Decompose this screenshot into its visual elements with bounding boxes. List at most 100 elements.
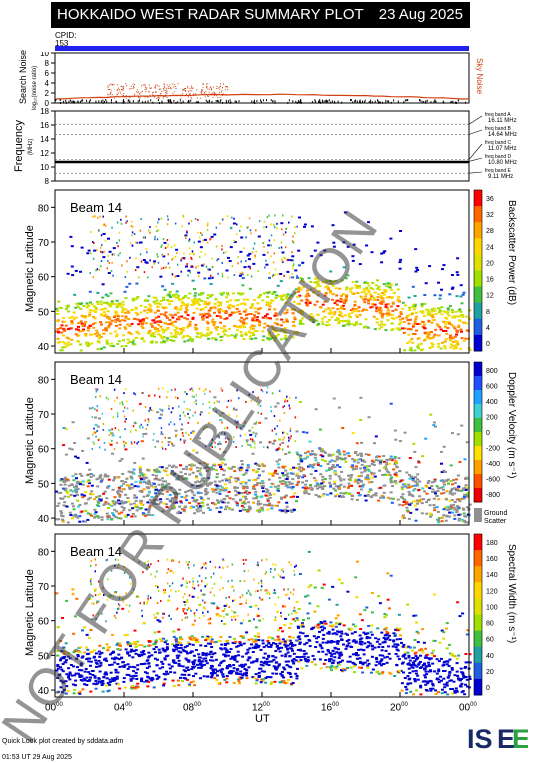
- scatter-cell: [152, 300, 156, 303]
- scatter-cell: [353, 625, 357, 628]
- scatter-cell: [81, 655, 85, 658]
- scatter-cell: [391, 317, 395, 320]
- colorbar-segment: [474, 404, 482, 419]
- scatter-cell: [416, 269, 420, 271]
- scatter-cell: [307, 492, 311, 495]
- scatter-cell: [181, 680, 184, 683]
- scatter-cell: [136, 295, 140, 298]
- scatter-cell: [321, 323, 325, 326]
- scatter-cell: [219, 448, 221, 451]
- scatter-cell: [401, 504, 405, 507]
- scatter-cell: [126, 323, 130, 326]
- scatter-cell: [126, 342, 130, 345]
- scatter-cell: [125, 484, 129, 487]
- scatter-cell: [95, 308, 98, 311]
- scatter-cell: [256, 646, 260, 649]
- noise-point: [175, 86, 177, 87]
- scatter-cell: [455, 347, 458, 349]
- scatter-cell: [359, 474, 363, 477]
- noise-point: [152, 95, 154, 97]
- scatter-cell: [370, 624, 374, 627]
- scatter-cell: [253, 307, 257, 310]
- scatter-cell: [342, 308, 346, 310]
- scatter-cell: [248, 287, 252, 290]
- scatter-cell: [116, 663, 120, 665]
- scatter-cell: [420, 303, 424, 306]
- noise-point: [73, 101, 75, 104]
- scatter-cell: [169, 335, 173, 338]
- scatter-cell: [387, 296, 391, 299]
- scatter-cells: [55, 386, 472, 524]
- scatter-cell: [228, 413, 231, 416]
- scatter-cell: [163, 486, 167, 489]
- scatter-cell: [164, 480, 167, 483]
- scatter-cell: [253, 493, 257, 496]
- scatter-cell: [442, 670, 445, 672]
- noise-point: [208, 93, 210, 95]
- noise-point: [450, 100, 452, 103]
- scatter-cell: [331, 628, 335, 631]
- scatter-cell: [385, 463, 389, 466]
- scatter-cell: [112, 514, 116, 516]
- scatter-cell: [92, 305, 96, 308]
- scatter-cell: [164, 311, 168, 314]
- scatter-cell: [64, 453, 68, 456]
- scatter-cell: [90, 490, 94, 493]
- scatter-cell: [219, 316, 223, 319]
- scatter-cell: [437, 281, 440, 284]
- scatter-cell: [339, 492, 343, 495]
- scatter-cell: [97, 216, 99, 219]
- scatter-cell: [210, 277, 214, 280]
- noise-point: [110, 83, 112, 85]
- scatter-cell: [121, 473, 125, 475]
- scatter-cell: [192, 506, 196, 509]
- scatter-cell: [156, 478, 160, 481]
- scatter-cell: [138, 469, 142, 472]
- noise-point: [225, 99, 227, 102]
- scatter-cell: [118, 231, 121, 234]
- scatter-cell: [247, 479, 251, 482]
- scatter-cell: [66, 328, 70, 331]
- scatter-cell: [235, 329, 239, 332]
- scatter-cell: [457, 506, 461, 509]
- scatter-cell: [448, 499, 452, 502]
- scatter-cell: [116, 319, 120, 321]
- scatter-cell: [63, 329, 67, 332]
- scatter-cell: [124, 648, 128, 651]
- scatter-cell: [317, 280, 320, 283]
- scatter-cell: [254, 432, 258, 435]
- scatter-cell: [167, 390, 169, 393]
- scatter-cell: [360, 455, 364, 457]
- scatter-cell: [93, 513, 97, 516]
- scatter-cell: [188, 222, 190, 225]
- scatter-cell: [332, 245, 336, 248]
- scatter-cell: [362, 288, 366, 291]
- scatter-cell: [426, 311, 430, 314]
- scatter-cell: [256, 509, 260, 512]
- scatter-cell: [375, 306, 379, 309]
- scatter-cell: [131, 231, 134, 234]
- scatter-cell: [423, 339, 426, 342]
- scatter-cell: [309, 486, 313, 489]
- scatter-cell: [251, 676, 255, 679]
- scatter-cell: [233, 325, 237, 327]
- cpid-bar: [55, 46, 469, 51]
- scatter-cell: [413, 664, 417, 667]
- scatter-cell: [103, 223, 106, 226]
- scatter-cell: [122, 680, 126, 683]
- scatter-cell: [250, 446, 252, 449]
- scatter-cell: [257, 632, 260, 635]
- scatter-cell: [174, 326, 178, 329]
- scatter-cell: [217, 309, 221, 312]
- scatter-cell: [378, 288, 382, 291]
- scatter-cell: [241, 277, 245, 280]
- scatter-cell: [304, 595, 308, 598]
- scatter-cell: [193, 241, 195, 244]
- scatter-cell: [281, 228, 283, 231]
- scatter-cell: [156, 411, 160, 414]
- scatter-cell: [204, 301, 208, 304]
- scatter-cell: [176, 294, 180, 297]
- scatter-cell: [441, 486, 445, 488]
- scatter-cell: [407, 517, 411, 520]
